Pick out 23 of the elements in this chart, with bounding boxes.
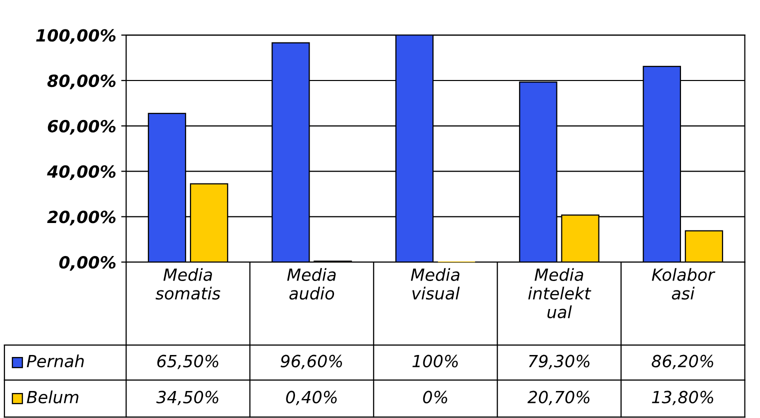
legend-label: Pernah xyxy=(26,354,84,368)
data-label: 100% xyxy=(412,354,458,368)
data-label: 20,70% xyxy=(528,390,590,406)
data-label: 0% xyxy=(423,390,448,404)
x-tick-label: Media somatis xyxy=(156,268,220,300)
x-tick-label: Media visual xyxy=(410,268,460,300)
y-tick-label: 80,00% xyxy=(47,74,116,90)
y-tick-label: 40,00% xyxy=(47,165,116,180)
data-label: 13,80% xyxy=(652,390,714,406)
x-tick-label: Kolabor asi xyxy=(652,268,716,300)
data-label: 0,40% xyxy=(286,390,337,406)
data-label: 96,60% xyxy=(280,354,342,370)
y-tick-label: 60,00% xyxy=(48,120,116,135)
x-tick-label: Media audio xyxy=(287,268,336,300)
data-label: 86,20% xyxy=(652,354,714,370)
x-tick-label: Media intelekt ual xyxy=(528,268,592,318)
legend-label: Belum xyxy=(26,390,78,404)
y-tick-label: 100,00% xyxy=(36,29,116,44)
y-tick-label: 0,00% xyxy=(59,256,116,271)
data-label: 65,50% xyxy=(157,354,218,370)
data-label: 79,30% xyxy=(528,354,590,370)
data-label: 34,50% xyxy=(156,390,218,406)
y-tick-label: 20,00% xyxy=(47,210,116,226)
